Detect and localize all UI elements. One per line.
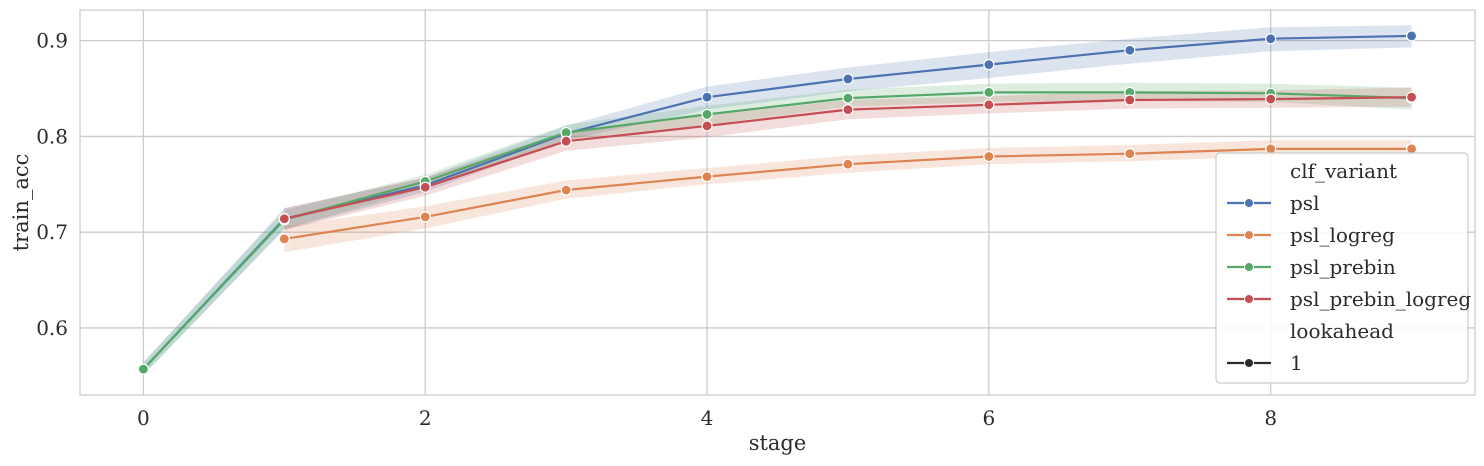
band-psl bbox=[143, 25, 1412, 375]
legend: clf_variant psl psl_logreg psl_prebin psl_p… bbox=[1215, 152, 1471, 384]
point-psl-prebin bbox=[842, 92, 854, 104]
point-psl-prebin-logreg bbox=[842, 104, 854, 116]
point-psl bbox=[1124, 44, 1136, 56]
legend-marker-psl-prebin-logreg bbox=[1244, 294, 1254, 304]
point-psl-logreg bbox=[560, 184, 572, 196]
point-psl-prebin bbox=[137, 363, 150, 375]
point-psl-logreg bbox=[842, 158, 854, 170]
point-psl-prebin-logreg bbox=[1405, 91, 1418, 103]
point-psl bbox=[1405, 30, 1418, 42]
point-psl bbox=[983, 58, 995, 71]
point-psl bbox=[1265, 33, 1277, 45]
point-psl-logreg bbox=[278, 233, 290, 245]
x-tick-label: 0 bbox=[137, 406, 150, 430]
legend-marker-psl-logreg bbox=[1244, 230, 1254, 240]
y-tick-labels: 0.6 0.7 0.8 0.9 bbox=[36, 29, 68, 340]
point-psl-logreg bbox=[701, 171, 713, 183]
point-psl bbox=[842, 73, 854, 85]
point-psl-prebin bbox=[701, 108, 713, 120]
line-psl-prebin bbox=[142, 91, 1412, 370]
point-psl bbox=[701, 91, 713, 103]
point-psl-prebin-logreg bbox=[1124, 94, 1136, 106]
point-psl-logreg bbox=[1265, 143, 1277, 155]
legend-title: clf_variant bbox=[1290, 159, 1397, 183]
y-tick-label: 0.7 bbox=[36, 220, 68, 244]
point-psl-logreg bbox=[983, 150, 995, 163]
point-psl-logreg bbox=[1124, 148, 1136, 160]
legend-marker-psl-prebin bbox=[1244, 262, 1254, 272]
point-psl-logreg bbox=[1405, 143, 1418, 155]
legend-entries: psl psl_logreg psl_prebin psl_prebin_logreg bbox=[1227, 191, 1471, 311]
x-tick-label: 2 bbox=[419, 406, 432, 430]
x-tick-label: 4 bbox=[701, 406, 714, 430]
point-psl-prebin-logreg bbox=[1265, 93, 1277, 105]
point-psl-logreg bbox=[419, 211, 431, 223]
legend-style-entries: 1 bbox=[1227, 351, 1303, 375]
point-psl-prebin bbox=[983, 86, 995, 98]
plot-frame bbox=[79, 9, 1476, 396]
point-psl-prebin-logreg bbox=[278, 213, 290, 225]
legend-style-label: 1 bbox=[1290, 351, 1303, 375]
y-tick-label: 0.8 bbox=[36, 124, 68, 148]
legend-label-psl-logreg: psl_logreg bbox=[1290, 223, 1395, 247]
legend-style-title: lookahead bbox=[1290, 319, 1394, 343]
x-axis-label: stage bbox=[749, 431, 807, 455]
y-tick-label: 0.9 bbox=[36, 29, 68, 53]
legend-label-psl-prebin-logreg: psl_prebin_logreg bbox=[1290, 287, 1471, 311]
x-tick-labels: 0 2 4 6 8 bbox=[137, 406, 1277, 430]
legend-style-marker bbox=[1244, 358, 1254, 368]
point-psl-prebin-logreg bbox=[419, 181, 431, 193]
legend-label-psl: psl bbox=[1290, 191, 1319, 215]
point-psl-prebin-logreg bbox=[701, 120, 713, 132]
series-markers bbox=[137, 30, 1418, 375]
legend-box bbox=[1215, 152, 1469, 384]
point-psl-prebin-logreg bbox=[983, 99, 995, 111]
x-tick-label: 8 bbox=[1264, 406, 1277, 430]
legend-label-psl-prebin: psl_prebin bbox=[1290, 255, 1396, 279]
legend-marker-psl bbox=[1244, 198, 1254, 208]
x-tick-label: 6 bbox=[982, 406, 995, 430]
point-psl-prebin-logreg bbox=[560, 135, 572, 147]
y-axis-label: train_acc bbox=[9, 154, 33, 252]
y-tick-label: 0.6 bbox=[36, 316, 68, 340]
